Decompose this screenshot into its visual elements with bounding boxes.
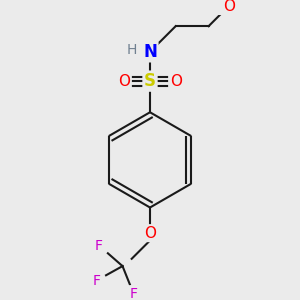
Text: O: O bbox=[118, 74, 130, 88]
Text: F: F bbox=[130, 286, 137, 300]
Text: H: H bbox=[127, 43, 137, 57]
Text: N: N bbox=[143, 43, 157, 61]
Text: O: O bbox=[169, 74, 181, 88]
Text: F: F bbox=[93, 274, 101, 288]
Text: F: F bbox=[95, 239, 103, 253]
Text: O: O bbox=[223, 0, 235, 14]
Text: S: S bbox=[144, 72, 156, 90]
Text: O: O bbox=[144, 226, 156, 241]
